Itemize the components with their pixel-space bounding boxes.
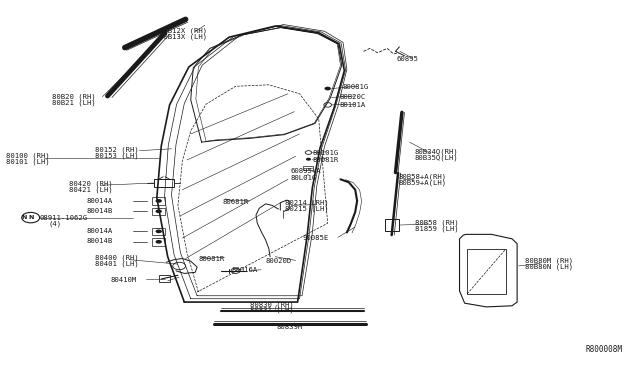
Text: 80B20 (RH): 80B20 (RH) (52, 93, 96, 100)
Circle shape (153, 238, 164, 245)
Text: 80B20C: 80B20C (339, 94, 365, 100)
Text: 80B80N (LH): 80B80N (LH) (525, 264, 573, 270)
Text: 80020D: 80020D (266, 258, 292, 264)
Text: 80B21 (LH): 80B21 (LH) (52, 99, 96, 106)
Text: 80014B: 80014B (86, 238, 113, 244)
Circle shape (156, 199, 162, 203)
Text: 80B13X (LH): 80B13X (LH) (159, 33, 207, 40)
Bar (152, 208, 165, 215)
Text: (4): (4) (48, 221, 61, 227)
Bar (467, 249, 506, 294)
Text: 80101G: 80101G (312, 150, 339, 156)
Text: 80L01G: 80L01G (291, 175, 317, 181)
Bar (152, 228, 165, 235)
Bar (152, 197, 165, 205)
Text: N: N (28, 215, 33, 220)
Text: 80B80M (RH): 80B80M (RH) (525, 258, 573, 264)
Text: 80081R: 80081R (312, 157, 339, 163)
Text: 80081R: 80081R (223, 199, 249, 205)
Text: 60895+A: 60895+A (291, 168, 321, 174)
Text: 80214 (RH): 80214 (RH) (285, 200, 329, 206)
Bar (303, 166, 313, 170)
Circle shape (153, 198, 164, 204)
Circle shape (153, 228, 164, 235)
Bar (385, 219, 399, 231)
Text: 80081G: 80081G (342, 84, 369, 90)
Text: 80014A: 80014A (86, 198, 113, 204)
Text: 80B59+A(LH): 80B59+A(LH) (398, 180, 446, 186)
Text: 80101 (LH): 80101 (LH) (6, 158, 50, 165)
Text: N: N (22, 215, 27, 220)
Text: 80215 (LH): 80215 (LH) (285, 206, 329, 212)
Text: 80839M: 80839M (276, 324, 303, 330)
Text: 80081R: 80081R (198, 256, 225, 262)
Text: 80153 (LH): 80153 (LH) (95, 152, 138, 159)
Text: 80401 (LH): 80401 (LH) (95, 260, 138, 267)
Text: 81859 (LH): 81859 (LH) (415, 225, 458, 232)
Text: 80100 (RH): 80100 (RH) (6, 152, 50, 159)
Text: 80420 (RH): 80420 (RH) (69, 180, 113, 187)
Text: 80152 (RH): 80152 (RH) (95, 146, 138, 153)
Bar (159, 275, 170, 282)
Text: 80B58+A(RH): 80B58+A(RH) (398, 174, 446, 180)
Circle shape (156, 240, 162, 244)
Circle shape (156, 209, 162, 213)
Text: 90085E: 90085E (302, 235, 328, 241)
Text: R800008M: R800008M (585, 345, 622, 354)
Bar (152, 238, 165, 246)
Text: 08911-1062G: 08911-1062G (40, 215, 88, 221)
Text: 80016A: 80016A (232, 267, 258, 273)
Circle shape (156, 230, 162, 233)
Text: 80831 (LH): 80831 (LH) (250, 307, 293, 314)
Text: 80410M: 80410M (110, 277, 136, 283)
Text: 80B12X (RH): 80B12X (RH) (159, 27, 207, 34)
Text: 80B34Q(RH): 80B34Q(RH) (415, 148, 458, 155)
Text: 80B35Q(LH): 80B35Q(LH) (415, 154, 458, 161)
Circle shape (324, 87, 331, 90)
Text: 80830 (RH): 80830 (RH) (250, 301, 293, 308)
Text: 80421 (LH): 80421 (LH) (69, 186, 113, 193)
Circle shape (306, 158, 311, 161)
Text: 60895: 60895 (397, 56, 419, 62)
Text: 80014A: 80014A (86, 228, 113, 234)
Text: 80101A: 80101A (339, 102, 365, 108)
Circle shape (153, 208, 164, 215)
Text: 80014B: 80014B (86, 208, 113, 214)
Text: 80400 (RH): 80400 (RH) (95, 254, 138, 261)
Text: 80B58 (RH): 80B58 (RH) (415, 219, 458, 226)
